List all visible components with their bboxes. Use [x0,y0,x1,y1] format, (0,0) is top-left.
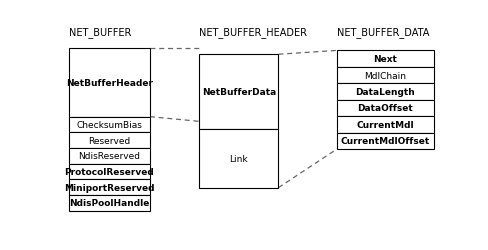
Bar [68,133,150,148]
Bar [199,130,279,188]
Bar [68,195,150,211]
Text: ChecksumBias: ChecksumBias [76,120,142,130]
Text: MdlChain: MdlChain [365,71,407,80]
Text: NET_BUFFER: NET_BUFFER [68,27,131,38]
Text: Link: Link [229,154,248,163]
Text: ProtocolReserved: ProtocolReserved [64,168,154,176]
Text: NdisReserved: NdisReserved [78,152,140,161]
Text: CurrentMdl: CurrentMdl [357,120,414,129]
Text: NET_BUFFER_HEADER: NET_BUFFER_HEADER [199,27,307,38]
Text: CurrentMdlOffset: CurrentMdlOffset [341,137,430,146]
Bar [337,51,433,68]
Text: DataLength: DataLength [355,88,415,96]
Bar [68,148,150,164]
Bar [68,49,150,117]
Bar [337,133,433,149]
Bar [199,55,279,130]
Text: NetBufferData: NetBufferData [202,88,276,97]
Text: Reserved: Reserved [88,136,130,145]
Text: Next: Next [373,55,397,64]
Bar [68,164,150,180]
Text: NetBufferHeader: NetBufferHeader [66,79,153,88]
Bar [68,117,150,133]
Text: DataOffset: DataOffset [357,104,413,113]
Bar [337,68,433,84]
Bar [337,100,433,116]
Bar [337,117,433,133]
Bar [68,180,150,195]
Text: NET_BUFFER_DATA: NET_BUFFER_DATA [337,27,429,38]
Text: NdisPoolHandle: NdisPoolHandle [69,199,149,207]
Text: MiniportReserved: MiniportReserved [64,183,155,192]
Bar [337,84,433,100]
